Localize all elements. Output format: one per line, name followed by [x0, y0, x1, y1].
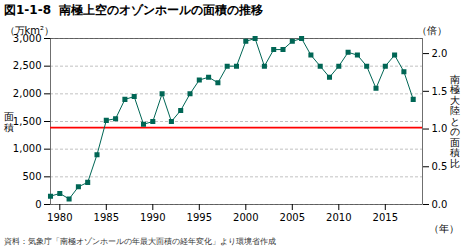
html-text:南極上空のオゾンホールの面積の推移: 南極上空のオゾンホールの面積の推移 — [59, 3, 263, 17]
svg-text:1,000: 1,000 — [13, 143, 42, 154]
svg-text:（万km²）: （万km²） — [5, 25, 55, 36]
svg-text:2,000: 2,000 — [13, 88, 42, 99]
svg-text:面積: 面積 — [4, 111, 14, 133]
svg-text:1990: 1990 — [140, 212, 165, 223]
svg-text:1980: 1980 — [47, 212, 72, 223]
svg-text:1,500: 1,500 — [13, 116, 42, 127]
svg-text:（年）: （年） — [429, 223, 459, 234]
svg-text:（倍）: （倍） — [417, 25, 447, 36]
svg-text:2005: 2005 — [280, 212, 305, 223]
html-text:資料：気象庁「南極オゾンホールの年最大面積の経年変化」より環: 資料：気象庁「南極オゾンホールの年最大面積の経年変化」より環境省作成 — [4, 237, 276, 246]
svg-text:1985: 1985 — [94, 212, 119, 223]
svg-text:0.5: 0.5 — [432, 161, 448, 172]
svg-text:2015: 2015 — [373, 212, 398, 223]
svg-text:2.0: 2.0 — [432, 48, 448, 59]
svg-text:2010: 2010 — [326, 212, 351, 223]
svg-text:0: 0 — [35, 199, 41, 210]
svg-text:2,500: 2,500 — [13, 60, 42, 71]
svg-text:0.0: 0.0 — [432, 199, 448, 210]
svg-text:2000: 2000 — [233, 212, 258, 223]
svg-text:南極大陸との面積比: 南極大陸との面積比 — [450, 74, 460, 169]
html-text:図1-1-8: 図1-1-8 — [4, 3, 51, 17]
svg-text:1995: 1995 — [187, 212, 212, 223]
svg-text:1.0: 1.0 — [432, 123, 448, 134]
svg-text:3,000: 3,000 — [12, 32, 42, 44]
svg-text:1.5: 1.5 — [432, 86, 448, 97]
svg-text:500: 500 — [22, 171, 41, 182]
